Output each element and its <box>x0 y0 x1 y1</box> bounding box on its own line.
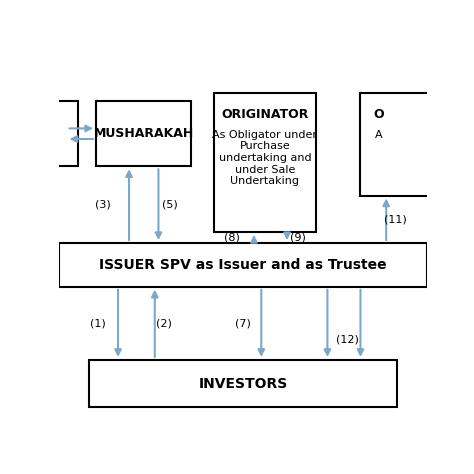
Text: As Obligator under
Purchase
undertaking and
under Sale
Undertaking: As Obligator under Purchase undertaking … <box>212 130 318 186</box>
Text: (2): (2) <box>156 319 172 328</box>
Text: (1): (1) <box>90 319 106 328</box>
Text: (12): (12) <box>336 335 359 345</box>
Text: MUSHARAKAH: MUSHARAKAH <box>94 127 194 140</box>
Bar <box>360 93 434 196</box>
Text: (3): (3) <box>95 200 111 210</box>
Bar <box>96 100 191 166</box>
Bar <box>52 100 78 166</box>
Text: ISSUER SPV as Issuer and as Trustee: ISSUER SPV as Issuer and as Trustee <box>99 258 387 272</box>
Text: (9): (9) <box>290 233 306 243</box>
Text: (7): (7) <box>235 319 251 328</box>
Text: (11): (11) <box>384 214 407 224</box>
Text: (8): (8) <box>224 233 240 243</box>
Bar <box>213 93 316 232</box>
Text: ORIGINATOR: ORIGINATOR <box>221 108 309 121</box>
Text: O: O <box>374 108 384 121</box>
Bar <box>59 243 427 287</box>
Text: A: A <box>375 130 383 140</box>
Text: INVESTORS: INVESTORS <box>198 376 288 391</box>
Text: (5): (5) <box>162 200 177 210</box>
Bar <box>89 360 397 407</box>
